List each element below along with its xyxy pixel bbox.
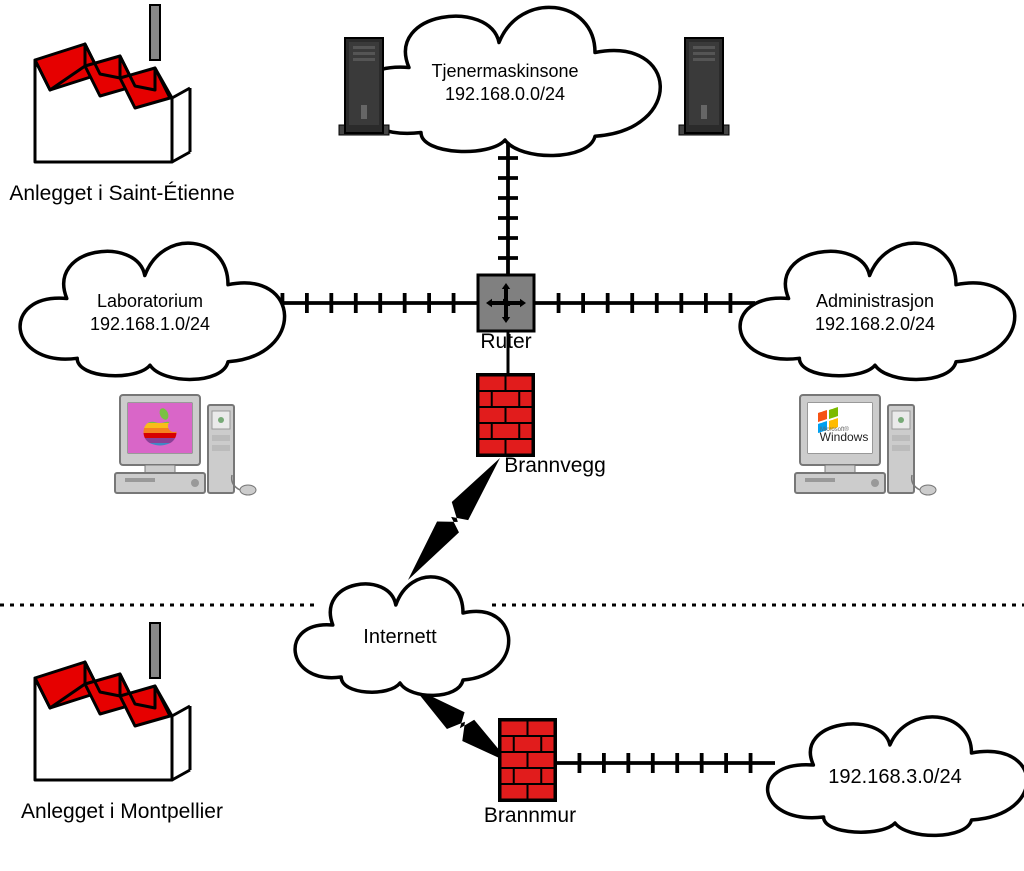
cloud-remote-label: 192.168.3.0/24 <box>828 766 961 788</box>
factory-bot <box>35 623 190 780</box>
lightning-bot <box>414 688 510 763</box>
server-right <box>679 38 729 135</box>
bus-bottom <box>555 753 775 773</box>
bus-top <box>498 138 518 278</box>
cloud-admin-ip: 192.168.2.0/24 <box>815 314 935 334</box>
router-icon <box>478 275 534 331</box>
cloud-lab: Laboratorium 192.168.1.0/24 <box>20 243 284 379</box>
cloud-remote: 192.168.3.0/24 <box>768 717 1024 836</box>
cloud-admin-title: Administrasjon <box>816 291 934 311</box>
bus-left <box>258 293 478 313</box>
svg-text:Microsoft®: Microsoft® <box>820 426 849 433</box>
factory-top <box>35 5 190 162</box>
pc-windows: WindowsMicrosoft® <box>795 395 936 495</box>
cloud-internet: Internett <box>295 577 509 696</box>
cloud-server-zone: Tjenermaskinsone 192.168.0.0/24 <box>355 7 660 155</box>
cloud-server-zone-title: Tjenermaskinsone <box>431 61 578 81</box>
router-label: Ruter <box>480 330 531 353</box>
pc-apple <box>115 395 256 495</box>
factory-top-label: Anlegget i Saint-Étienne <box>9 182 234 205</box>
cloud-lab-title: Laboratorium <box>97 291 203 311</box>
cloud-admin: Administrasjon 192.168.2.0/24 <box>740 243 1015 379</box>
factory-bot-label: Anlegget i Montpellier <box>21 800 223 823</box>
cloud-server-zone-ip: 192.168.0.0/24 <box>445 84 565 104</box>
firewall-top-icon <box>476 373 535 457</box>
server-left <box>339 38 389 135</box>
firewall-bot-label: Brannmur <box>484 804 576 827</box>
firewall-top-label: Brannvegg <box>504 454 606 477</box>
bus-right <box>534 293 755 313</box>
lightning-top <box>408 458 500 580</box>
firewall-bot-icon <box>498 718 557 802</box>
cloud-internet-label: Internett <box>363 626 437 648</box>
cloud-lab-ip: 192.168.1.0/24 <box>90 314 210 334</box>
